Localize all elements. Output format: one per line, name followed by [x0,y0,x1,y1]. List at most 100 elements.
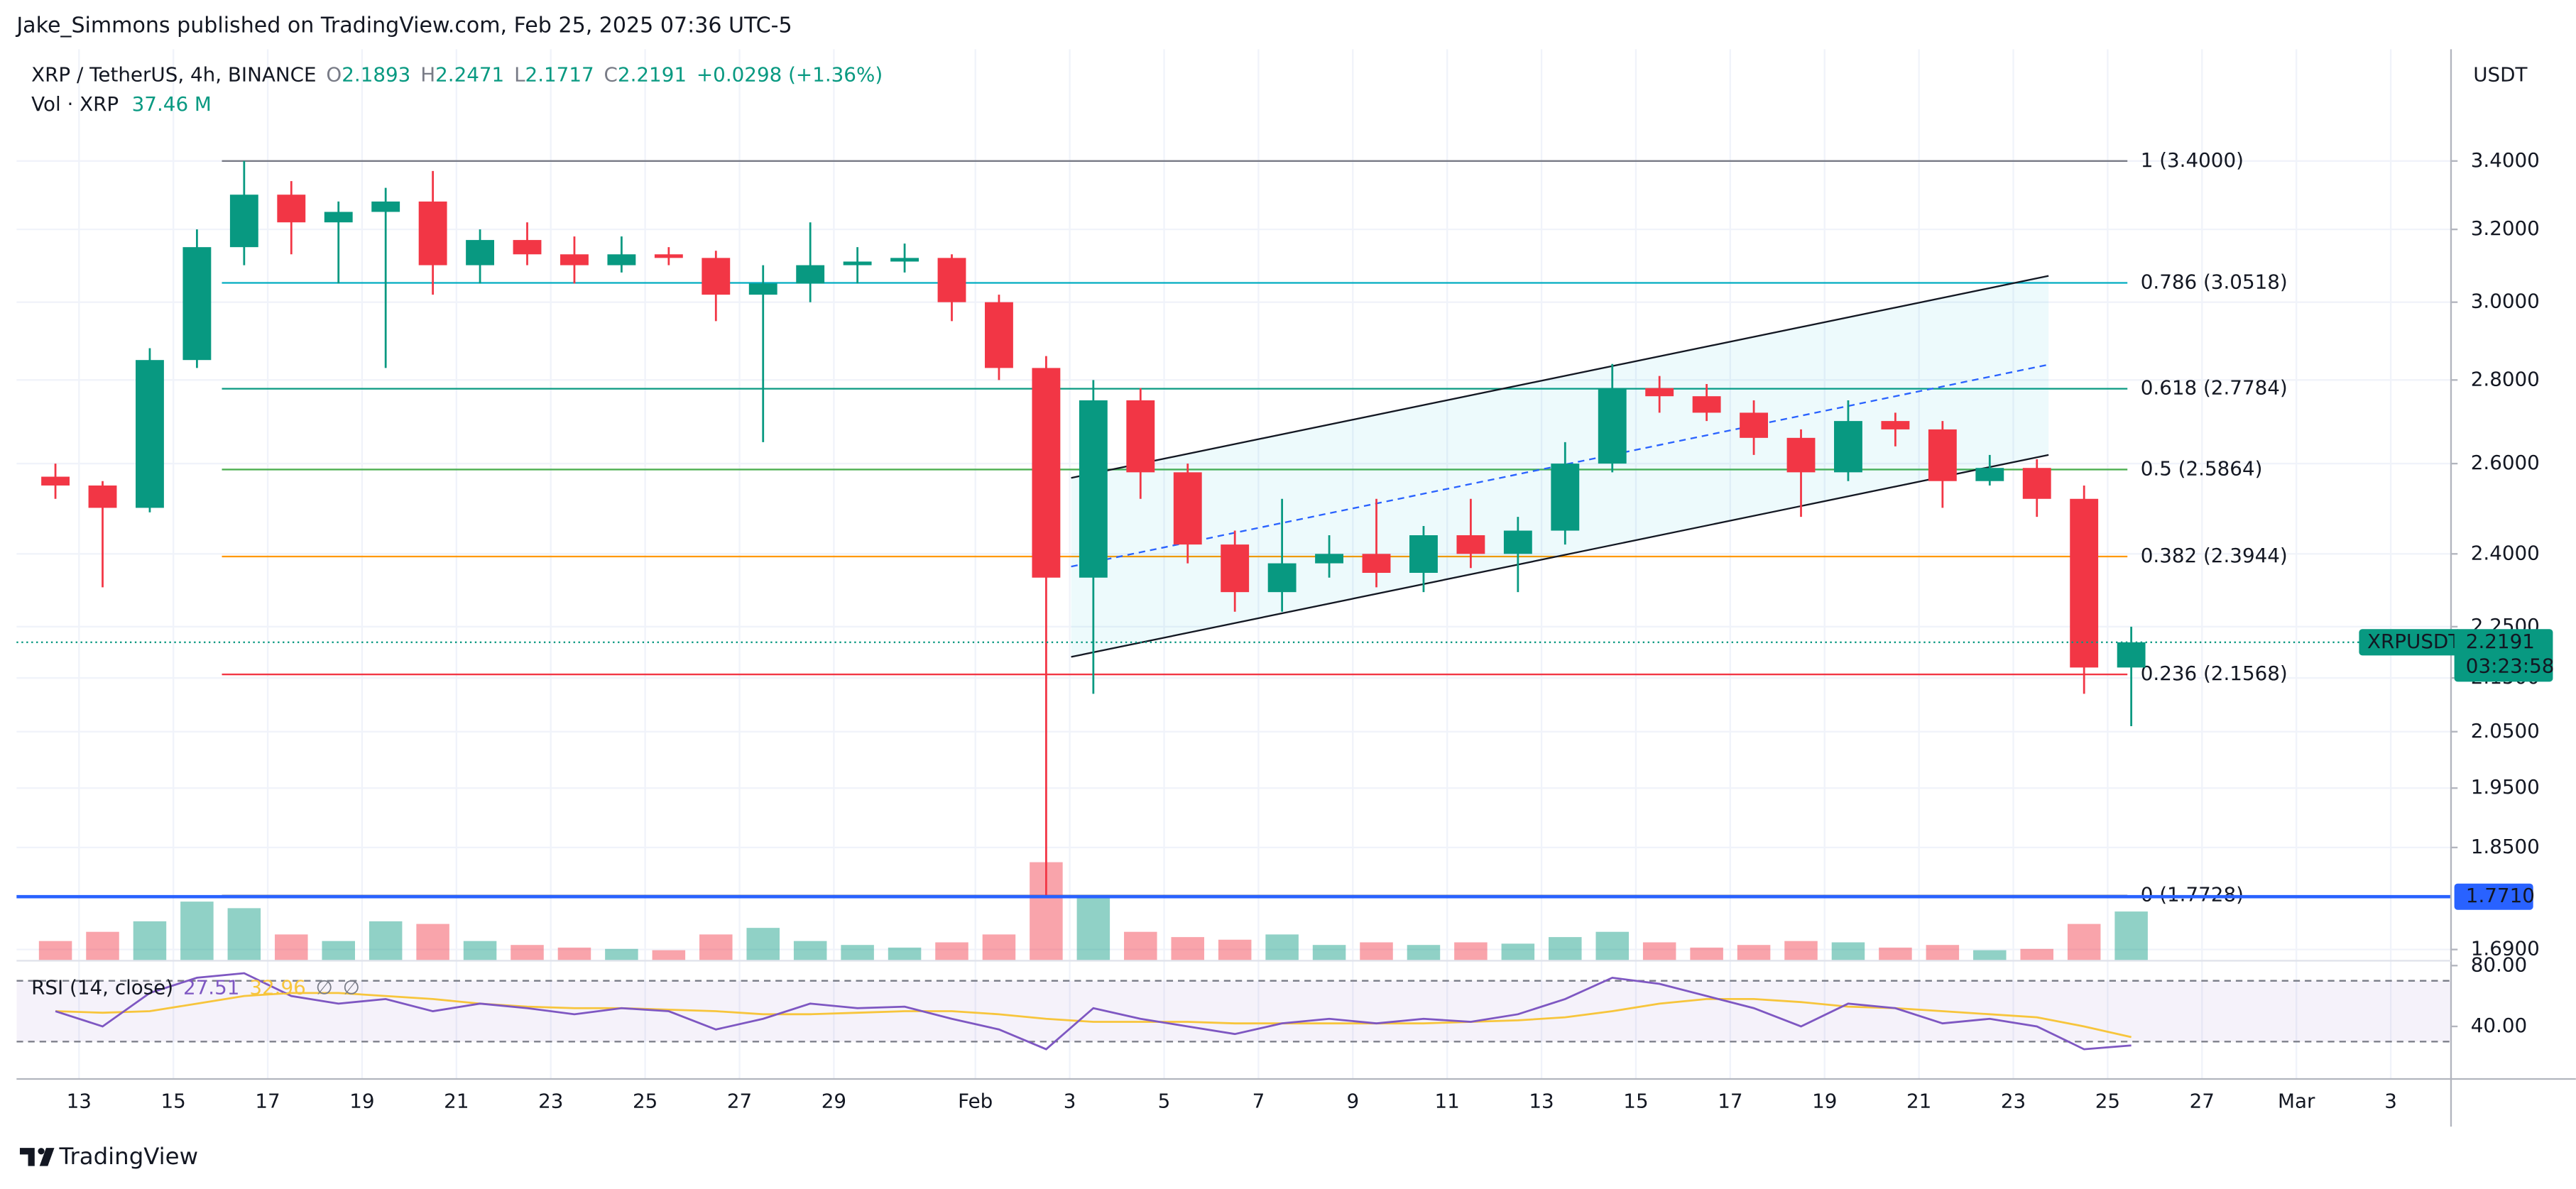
rsi-tick-label: 40.00 [2471,1014,2527,1037]
volume-bar [1501,943,1535,961]
x-tick-label: 25 [2095,1089,2120,1112]
candle-body [1456,535,1485,554]
legend-change: +0.0298 (+1.36%) [697,62,883,86]
x-tick-label: 3 [1064,1089,1076,1112]
grid-layer [16,49,2451,1079]
candle-body [136,360,164,508]
candle-body [41,476,70,486]
candle-body [1834,421,1862,473]
candle-body [1315,554,1344,564]
legend-title: XRP / TetherUS, 4h, BINANCE [31,62,316,86]
candle-body [1881,421,1910,429]
rsi-extra: ∅ [343,976,360,999]
rsi-legend: RSI (14, close) 27.51 32.96 ∅ ∅ [31,976,360,999]
fib-label: 0.618 (2.7784) [2141,376,2288,400]
volume-legend: Vol · XRP 37.46 M [31,92,212,116]
candle-body [1221,544,1250,593]
volume-bar [1407,945,1441,961]
x-tick-label: 27 [2190,1089,2215,1112]
y-tick-label: 2.0500 [2471,719,2540,743]
volume-bar [38,941,72,961]
channel-lower [1071,454,2049,658]
candle-body [1786,437,1816,473]
volume-bar [1454,942,1488,961]
volume-bar [1690,947,1723,961]
volume-bar [416,924,449,961]
candle-body [1551,464,1580,531]
y-tick-label: 3.4000 [2471,148,2540,172]
volume-bar [605,948,638,961]
fib-label: 1 (3.4000) [2141,148,2244,172]
y-tick-label: 1.6900 [2471,937,2540,960]
legend-key: L [514,62,525,86]
candle-body [1032,368,1061,578]
candle-body [1503,530,1532,554]
candle-body [1409,535,1438,573]
overlay-layer [16,641,2451,899]
volume-value: 37.46 M [132,92,212,116]
x-tick-label: 19 [1812,1089,1837,1112]
volume-bar [227,908,261,961]
candle-body [1740,412,1769,438]
volume-bar [982,934,1016,961]
volume-bar [1831,942,1865,961]
volume-bar [1312,945,1346,961]
volume-bar [1124,931,1157,961]
y-tick-label: 2.8000 [2471,367,2540,390]
x-tick-label: 13 [1529,1089,1554,1112]
symbol-tag [2359,629,2461,656]
candle-body [2070,498,2099,668]
legend: XRP / TetherUS, 4h, BINANCE O2.1893 H2.247… [31,62,883,86]
candle-body [371,201,400,212]
candle-body [1126,400,1155,473]
currency: USDT [2473,62,2528,86]
legend-value: 2.2471 [435,62,504,86]
y-tick-label: 2.4000 [2471,541,2540,564]
x-tick-label: 13 [67,1089,92,1112]
volume-bar [511,945,544,961]
fib-label: 0 (1.7728) [2141,883,2244,906]
volume-bar [1926,945,1960,961]
x-tick-label: 5 [1158,1089,1171,1112]
candle-body [654,254,683,258]
volume-bar [1737,945,1771,961]
candle-layer [41,160,2146,898]
legend-key: C [604,62,618,86]
candle-body [1645,388,1674,397]
marker-tag [2454,883,2533,910]
x-tick-label: Mar [2278,1089,2315,1112]
volume-bar [1973,950,2007,961]
volume-label: Vol · XRP [31,92,119,116]
x-tick-label: 21 [1906,1089,1931,1112]
candle-body [88,485,117,508]
rsi-value: 27.51 [183,976,239,999]
volume-bar [1360,942,1393,961]
brand-logo [19,1148,55,1166]
x-tick-label: 3 [2384,1089,2397,1112]
candle-body [182,247,212,361]
rsi-extra: ∅ [316,976,333,999]
fib-label: 0.236 (2.1568) [2141,662,2288,685]
volume-bar [86,931,119,961]
candle-body [702,258,731,295]
x-tick-label: 23 [2001,1089,2026,1112]
candle-body [607,254,636,265]
price-tag-label: 2.2191 [2466,630,2535,653]
candle-body [277,194,306,223]
candle-body [418,201,447,265]
symbol-tag-label: XRPUSDT [2367,630,2461,653]
candle-body [1928,429,1957,481]
volume-bar [275,934,308,961]
candle-body [843,261,872,265]
volume-bar [2067,924,2101,961]
price-tag [2454,629,2553,682]
x-tick-label: 23 [538,1089,563,1112]
y-tick-label: 3.2000 [2471,217,2540,240]
candle-body [890,258,919,262]
volume-bar [1595,931,1629,961]
x-tick-label: 15 [161,1089,186,1112]
rsi-ma-value: 32.96 [249,976,305,999]
candle-body [1267,563,1297,593]
